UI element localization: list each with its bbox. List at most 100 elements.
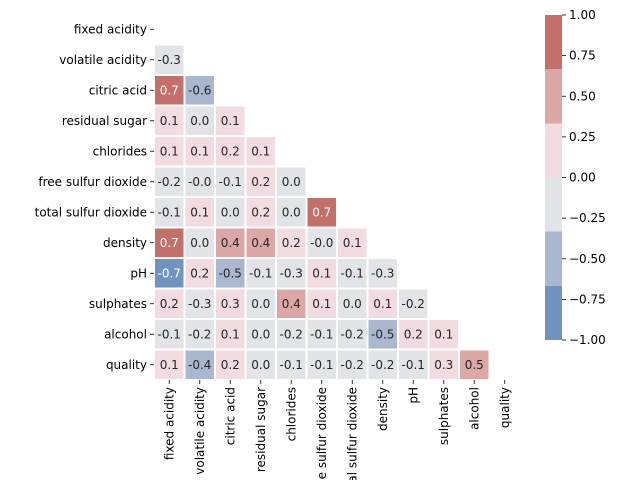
heatmap-cell-pH-density [368,259,397,288]
cell-value-label: 0.1 [160,114,179,128]
y-tick-label: chlorides [93,144,147,158]
heatmap-cell-density-residual-sugar [246,228,275,257]
y-tick-label: alcohol [104,327,147,341]
colorbar-tick-label: 0.75 [569,49,596,63]
heatmap-cell-citric-acid-fixed-acidity [155,76,184,105]
heatmap-cell-quality-free-sulfur-dioxide [307,350,336,379]
x-tick-label: sulphates [437,387,451,445]
heatmap-cell-alcohol-free-sulfur-dioxide [307,320,336,349]
heatmap-cell-chlorides-residual-sugar [246,137,275,166]
cell-value-label: -0.2 [188,327,211,341]
x-tick-label: free sulfur dioxide [315,387,329,480]
heatmap-cell-density-citric-acid [216,228,245,257]
cell-value-label: 0.2 [221,358,240,372]
cell-value-label: 0.1 [190,144,209,158]
colorbar-tick-label: −1.00 [569,333,606,347]
cell-value-label: 0.0 [282,205,301,219]
heatmap-cell-total-sulfur-dioxide-fixed-acidity [155,198,184,227]
heatmap-cell-citric-acid-volatile-acidity [185,76,214,105]
colorbar-tick-label: 0.25 [569,130,596,144]
heatmap-cell-total-sulfur-dioxide-free-sulfur-dioxide [307,198,336,227]
cell-value-label: 0.1 [221,327,240,341]
heatmap-cell-quality-residual-sugar [246,350,275,379]
cell-value-label: -0.1 [310,358,333,372]
heatmap-cell-alcohol-volatile-acidity [185,320,214,349]
colorbar-tick-label: 0.00 [569,171,596,185]
heatmap-cell-pH-free-sulfur-dioxide [307,259,336,288]
y-tick-label: density [103,236,147,250]
cell-value-label: 0.0 [251,297,270,311]
cell-value-label: 0.0 [251,358,270,372]
x-axis: fixed acidity volatile acidity citric acid… [162,380,512,480]
cell-value-label: 0.5 [465,358,484,372]
cell-value-label: 0.1 [373,297,392,311]
heatmap-cell-sulphates-chlorides [277,289,306,318]
heatmap-cell-quality-alcohol [460,350,489,379]
cell-value-label: 0.1 [434,327,453,341]
heatmap-cell-sulphates-residual-sugar [246,289,275,318]
cell-value-label: -0.2 [371,358,394,372]
cell-value-label: 0.1 [251,144,270,158]
colorbar: 1.00 0.75 0.50 0.25 0.00 −0.25 −0.50 −0.75 −1.00 [545,8,606,347]
cell-value-label: 0.0 [190,114,209,128]
colorbar-segment [545,69,562,124]
cell-value-label: 0.0 [343,297,362,311]
colorbar-tick-label: 0.50 [569,89,596,103]
y-tick-label: sulphates [89,297,147,311]
colorbar-segment [545,231,562,286]
cell-value-label: 0.2 [282,236,301,250]
cell-value-label: 0.2 [251,175,270,189]
cell-value-label: -0.1 [158,327,181,341]
cell-value-label: 0.7 [312,205,331,219]
cell-value-label: -0.1 [402,358,425,372]
heatmap-cell-total-sulfur-dioxide-chlorides [277,198,306,227]
heatmap-cell-quality-volatile-acidity [185,350,214,379]
heatmap-cell-quality-citric-acid [216,350,245,379]
cell-value-label: 0.1 [312,266,331,280]
heatmap-cell-quality-chlorides [277,350,306,379]
cell-value-label: 0.3 [434,358,453,372]
heatmap-cell-alcohol-pH [399,320,428,349]
y-tick-label: citric acid [89,83,147,97]
heatmap-cell-quality-density [368,350,397,379]
heatmap-cell-quality-fixed-acidity [155,350,184,379]
heatmap-cell-pH-citric-acid [216,259,245,288]
cell-value-label: -0.1 [158,205,181,219]
cell-value-label: 0.1 [221,114,240,128]
heatmap-cell-alcohol-chlorides [277,320,306,349]
cell-value-label: 0.2 [160,297,179,311]
cell-value-label: -0.2 [280,327,303,341]
cell-value-label: -0.2 [402,297,425,311]
x-tick-label: residual sugar [254,387,268,472]
heatmap-cell-alcohol-density [368,320,397,349]
cell-value-label: -0.0 [310,236,333,250]
heatmap-cell-pH-chlorides [277,259,306,288]
colorbar-segment [545,123,562,178]
cell-value-label: -0.3 [188,297,211,311]
y-tick-label: free sulfur dioxide [38,175,147,189]
y-tick-label: quality [106,358,147,372]
cell-value-label: 0.1 [312,297,331,311]
colorbar-tick-label: −0.75 [569,292,606,306]
heatmap-cell-pH-residual-sugar [246,259,275,288]
heatmap-cell-sulphates-free-sulfur-dioxide [307,289,336,318]
cell-value-label: -0.5 [219,266,242,280]
cell-value-label: 0.2 [221,144,240,158]
x-tick-label: citric acid [223,387,237,445]
heatmap-cell-pH-total-sulfur-dioxide [338,259,367,288]
x-tick-label: total sulfur dioxide [345,387,359,480]
cell-value-label: 0.2 [190,266,209,280]
cell-value-label: -0.1 [219,175,242,189]
heatmap-cell-free-sulfur-dioxide-fixed-acidity [155,167,184,196]
colorbar-tick-label: 1.00 [569,8,596,22]
cell-value-label: -0.6 [188,83,211,97]
colorbar-segment [545,15,562,70]
cell-value-label: 0.4 [251,236,270,250]
x-tick-label: volatile acidity [193,387,207,475]
heatmap-cells [155,45,489,379]
cell-value-label: 0.4 [221,236,240,250]
cell-value-label: -0.4 [188,358,211,372]
heatmap-cell-sulphates-total-sulfur-dioxide [338,289,367,318]
cell-value-label: -0.7 [158,266,181,280]
cell-value-label: 0.3 [221,297,240,311]
